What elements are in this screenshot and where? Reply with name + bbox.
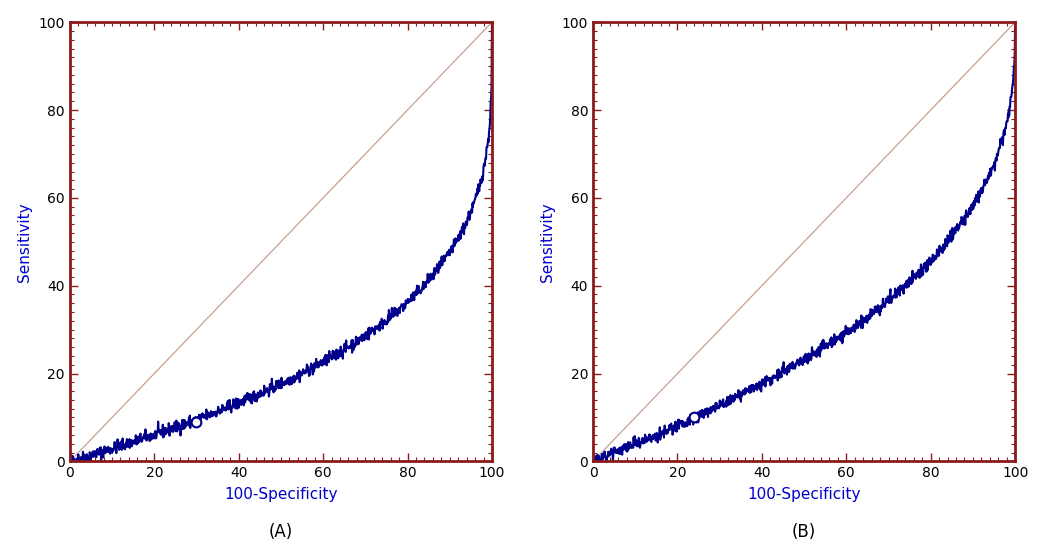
Y-axis label: Sensitivity: Sensitivity: [540, 202, 555, 281]
Text: (A): (A): [269, 523, 293, 541]
X-axis label: 100-Specificity: 100-Specificity: [747, 487, 861, 502]
X-axis label: 100-Specificity: 100-Specificity: [224, 487, 338, 502]
Y-axis label: Sensitivity: Sensitivity: [17, 202, 31, 281]
Text: (B): (B): [792, 523, 816, 541]
